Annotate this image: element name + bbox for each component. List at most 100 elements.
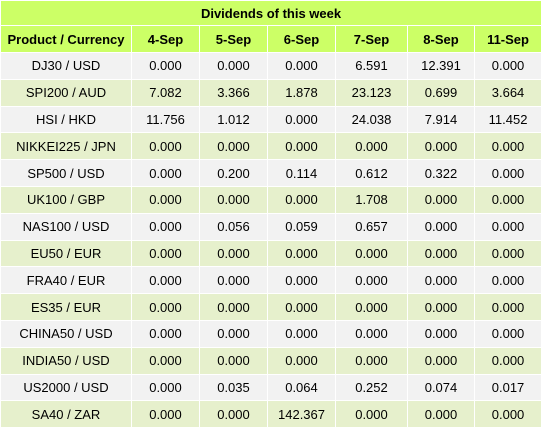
title-row: Dividends of this week (1, 1, 541, 26)
dividend-value-cell: 0.000 (268, 106, 336, 133)
dividend-value-cell: 0.000 (408, 267, 475, 294)
product-cell: SP500 / USD (1, 160, 132, 187)
dividend-value-cell: 1.708 (336, 186, 408, 213)
dividend-value-cell: 0.000 (336, 294, 408, 321)
column-header-date: 8-Sep (408, 26, 475, 53)
product-cell: FRA40 / EUR (1, 267, 132, 294)
product-cell: NIKKEI225 / JPN (1, 133, 132, 160)
dividend-value-cell: 0.000 (408, 320, 475, 347)
dividend-value-cell: 0.000 (132, 186, 200, 213)
product-cell: INDIA50 / USD (1, 347, 132, 374)
dividend-value-cell: 0.000 (408, 133, 475, 160)
dividend-value-cell: 0.000 (268, 294, 336, 321)
dividend-value-cell: 0.000 (268, 347, 336, 374)
dividend-value-cell: 0.000 (408, 347, 475, 374)
dividend-value-cell: 0.035 (200, 374, 268, 401)
dividend-value-cell: 0.000 (336, 133, 408, 160)
dividend-value-cell: 23.123 (336, 79, 408, 106)
dividend-value-cell: 0.000 (200, 347, 268, 374)
column-header-date: 5-Sep (200, 26, 268, 53)
dividend-value-cell: 0.000 (268, 186, 336, 213)
dividend-value-cell: 0.000 (132, 374, 200, 401)
dividend-value-cell: 0.000 (336, 267, 408, 294)
dividend-value-cell: 7.914 (408, 106, 475, 133)
dividend-value-cell: 0.000 (132, 347, 200, 374)
dividend-value-cell: 0.000 (475, 320, 541, 347)
dividend-value-cell: 0.000 (200, 267, 268, 294)
dividend-value-cell: 142.367 (268, 401, 336, 428)
dividend-value-cell: 0.000 (200, 320, 268, 347)
dividend-value-cell: 0.000 (475, 213, 541, 240)
dividend-value-cell: 0.000 (200, 186, 268, 213)
dividend-value-cell: 0.000 (132, 267, 200, 294)
dividend-value-cell: 0.000 (132, 213, 200, 240)
dividend-value-cell: 0.074 (408, 374, 475, 401)
dividend-value-cell: 0.200 (200, 160, 268, 187)
column-header-date: 4-Sep (132, 26, 200, 53)
dividend-value-cell: 0.000 (475, 160, 541, 187)
dividend-value-cell: 6.591 (336, 53, 408, 80)
dividend-value-cell: 0.000 (475, 401, 541, 428)
dividend-value-cell: 0.064 (268, 374, 336, 401)
dividend-value-cell: 0.000 (475, 267, 541, 294)
dividend-value-cell: 0.000 (475, 347, 541, 374)
dividend-value-cell: 0.000 (475, 186, 541, 213)
dividend-value-cell: 0.000 (408, 401, 475, 428)
dividend-value-cell: 0.000 (268, 240, 336, 267)
dividend-value-cell: 0.000 (336, 320, 408, 347)
dividend-value-cell: 3.664 (475, 79, 541, 106)
dividend-value-cell: 0.017 (475, 374, 541, 401)
product-cell: ES35 / EUR (1, 294, 132, 321)
dividend-value-cell: 0.000 (268, 53, 336, 80)
dividend-value-cell: 0.000 (132, 320, 200, 347)
dividend-value-cell: 11.756 (132, 106, 200, 133)
dividend-value-cell: 0.000 (200, 240, 268, 267)
dividend-value-cell: 7.082 (132, 79, 200, 106)
dividend-value-cell: 0.000 (200, 133, 268, 160)
dividend-value-cell: 0.252 (336, 374, 408, 401)
dividend-value-cell: 0.657 (336, 213, 408, 240)
dividend-value-cell: 0.000 (132, 160, 200, 187)
dividend-value-cell: 0.056 (200, 213, 268, 240)
dividend-value-cell: 0.114 (268, 160, 336, 187)
dividend-value-cell: 0.000 (475, 133, 541, 160)
dividend-value-cell: 1.012 (200, 106, 268, 133)
dividend-value-cell: 0.000 (200, 53, 268, 80)
dividend-value-cell: 0.000 (408, 213, 475, 240)
product-cell: HSI / HKD (1, 106, 132, 133)
dividend-value-cell: 0.000 (268, 320, 336, 347)
table-title: Dividends of this week (1, 1, 541, 26)
dividend-value-cell: 0.000 (336, 240, 408, 267)
dividend-value-cell: 0.000 (475, 294, 541, 321)
product-cell: EU50 / EUR (1, 240, 132, 267)
column-header-date: 6-Sep (268, 26, 336, 53)
dividend-value-cell: 24.038 (336, 106, 408, 133)
dividend-value-cell: 0.000 (132, 53, 200, 80)
product-cell: SA40 / ZAR (1, 401, 132, 428)
dividend-value-cell: 0.000 (475, 240, 541, 267)
dividend-value-cell: 0.699 (408, 79, 475, 106)
product-cell: UK100 / GBP (1, 186, 132, 213)
column-header-date: 11-Sep (475, 26, 541, 53)
dividend-value-cell: 0.000 (132, 133, 200, 160)
dividend-value-cell: 0.000 (336, 401, 408, 428)
dividend-value-cell: 0.000 (475, 53, 541, 80)
product-cell: US2000 / USD (1, 374, 132, 401)
dividend-value-cell: 0.000 (200, 401, 268, 428)
dividend-value-cell: 3.366 (200, 79, 268, 106)
dividend-value-cell: 0.000 (408, 186, 475, 213)
column-header-date: 7-Sep (336, 26, 408, 53)
dividend-value-cell: 11.452 (475, 106, 541, 133)
